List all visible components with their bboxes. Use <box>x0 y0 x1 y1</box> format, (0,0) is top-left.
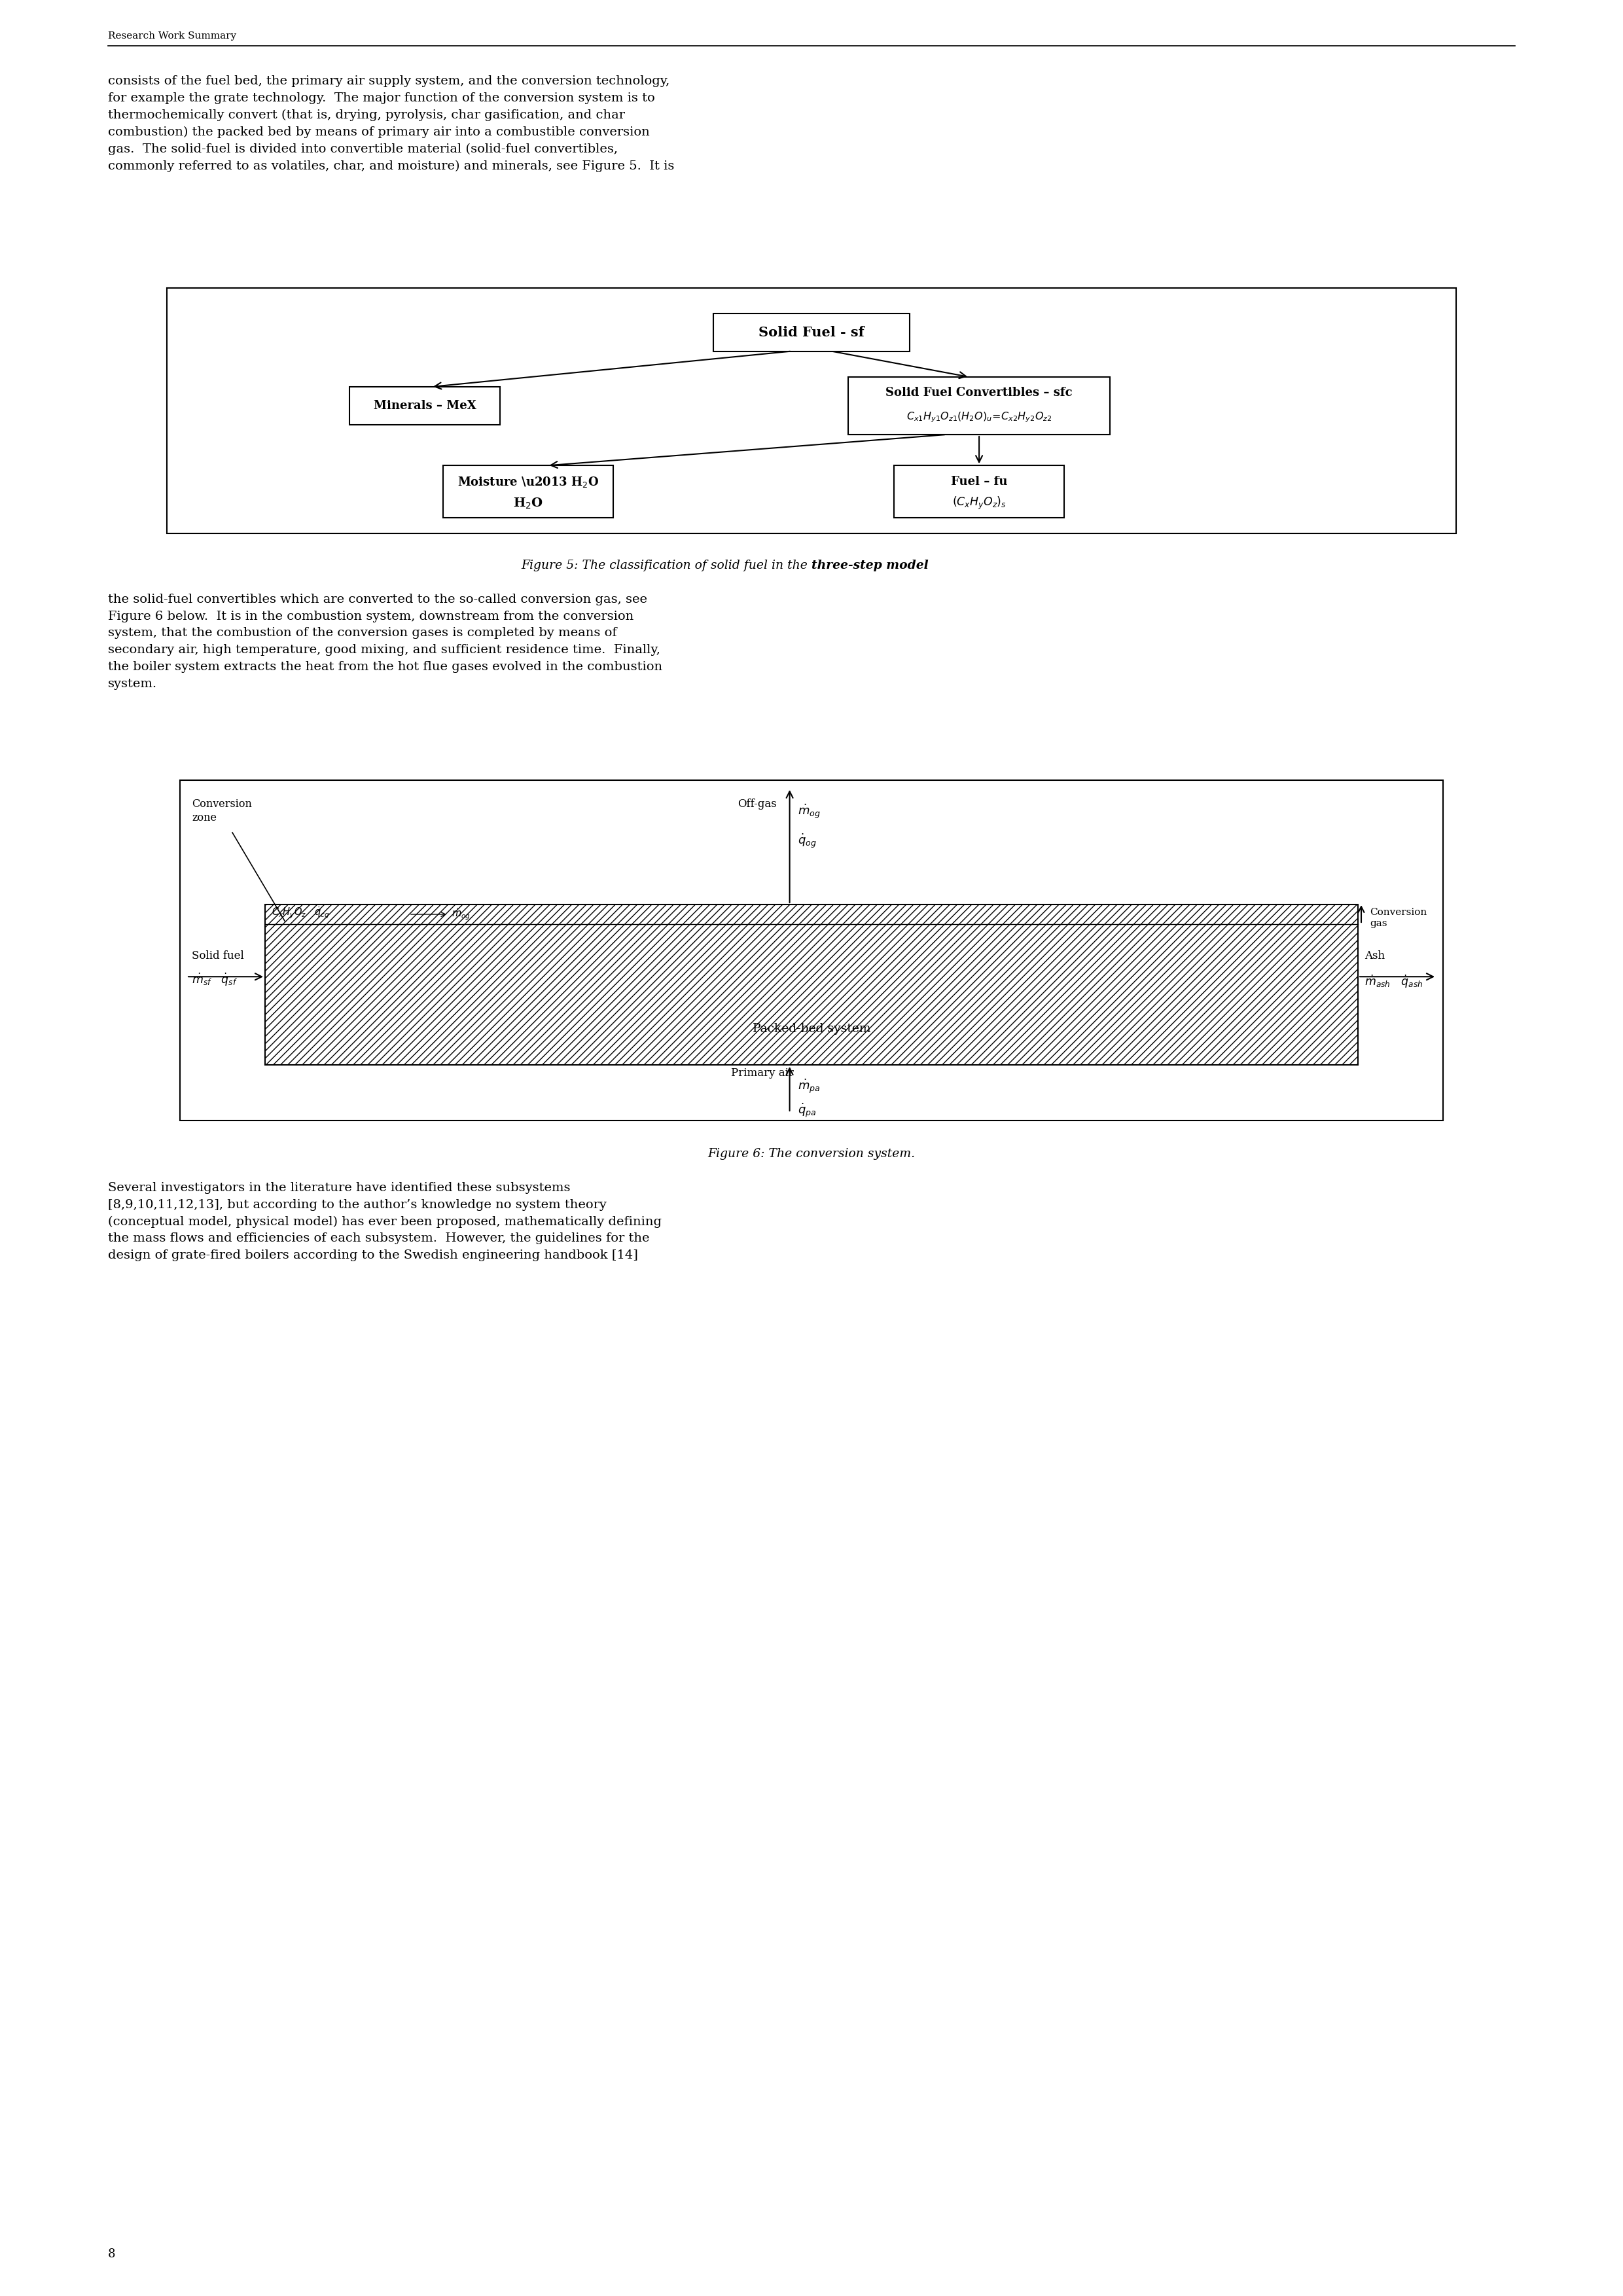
Text: $\dot{m}_{sf}$   $\dot{q}_{sf}$: $\dot{m}_{sf}$ $\dot{q}_{sf}$ <box>192 971 237 987</box>
Text: $(C_xH_yO_z)_s$: $(C_xH_yO_z)_s$ <box>953 496 1006 512</box>
Text: Several investigators in the literature have identified these subsystems
[8,9,10: Several investigators in the literature … <box>109 1182 662 1261</box>
Text: $C_xH_yO_z$   $\dot{q}_{cg}$: $C_xH_yO_z$ $\dot{q}_{cg}$ <box>271 905 329 921</box>
Text: Packed-bed system: Packed-bed system <box>753 1024 870 1035</box>
Text: Moisture \u2013 H$_2$O: Moisture \u2013 H$_2$O <box>458 475 599 489</box>
Text: $\dot{q}_{pa}$: $\dot{q}_{pa}$ <box>797 1102 816 1120</box>
Text: Figure 5: The classification of solid fuel in the: Figure 5: The classification of solid fu… <box>521 560 812 572</box>
Text: Primary air: Primary air <box>730 1068 794 1079</box>
Bar <box>849 377 1110 434</box>
Bar <box>349 386 500 425</box>
Text: $\dot{q}_{og}$: $\dot{q}_{og}$ <box>797 833 816 850</box>
Text: Off-gas: Off-gas <box>737 799 776 810</box>
Text: Solid fuel: Solid fuel <box>192 951 243 962</box>
Text: Minerals – MeX: Minerals – MeX <box>373 400 476 411</box>
Bar <box>180 781 1443 1120</box>
Bar <box>265 905 1358 1065</box>
Text: $\dot{m}_{ash}$   $\dot{q}_{ash}$: $\dot{m}_{ash}$ $\dot{q}_{ash}$ <box>1365 974 1423 990</box>
Text: consists of the fuel bed, the primary air supply system, and the conversion tech: consists of the fuel bed, the primary ai… <box>109 76 674 172</box>
Text: Solid Fuel - sf: Solid Fuel - sf <box>758 326 865 340</box>
Text: Solid Fuel Convertibles – sfc: Solid Fuel Convertibles – sfc <box>886 386 1073 400</box>
Text: the solid-fuel convertibles which are converted to the so-called conversion gas,: the solid-fuel convertibles which are co… <box>109 595 662 689</box>
Bar <box>894 466 1065 519</box>
Text: Conversion
zone: Conversion zone <box>192 799 252 824</box>
Text: $\dot{m}_{pa}$: $\dot{m}_{pa}$ <box>797 1077 820 1095</box>
Text: $\dot{m}_{og}$: $\dot{m}_{og}$ <box>797 804 820 820</box>
Bar <box>167 287 1456 533</box>
Text: 8: 8 <box>109 2248 115 2259</box>
Text: H$_2$O: H$_2$O <box>513 496 544 510</box>
Text: Fuel – fu: Fuel – fu <box>951 475 1008 487</box>
Text: Figure 6: The conversion system.: Figure 6: The conversion system. <box>708 1148 915 1159</box>
Text: Conversion
gas: Conversion gas <box>1370 907 1427 928</box>
Bar <box>714 312 909 351</box>
Text: Ash: Ash <box>1365 951 1384 962</box>
Text: $C_{x1}H_{y1}O_{z1}(H_2O)_u\!=\!C_{x2}H_{y2}O_{z2}$: $C_{x1}H_{y1}O_{z1}(H_2O)_u\!=\!C_{x2}H_… <box>906 411 1052 425</box>
Bar <box>443 466 613 519</box>
Text: $\dot{m}_{og}$: $\dot{m}_{og}$ <box>451 907 471 921</box>
Text: Research Work Summary: Research Work Summary <box>109 32 237 41</box>
Text: three-step model: three-step model <box>812 560 928 572</box>
